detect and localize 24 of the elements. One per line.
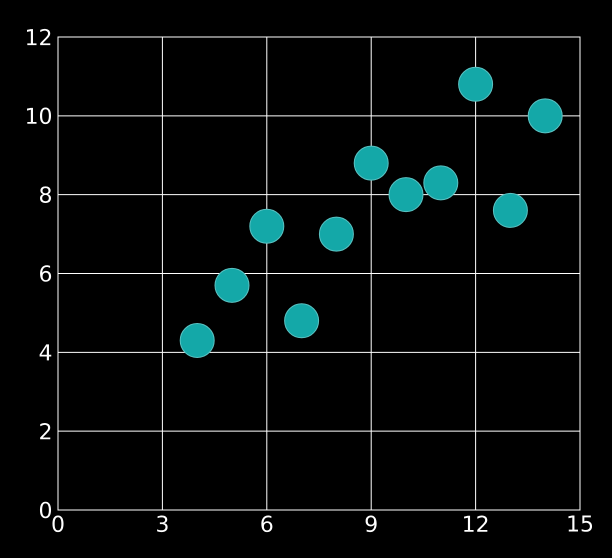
point bbox=[528, 98, 563, 134]
point bbox=[318, 216, 354, 252]
y-tick-label: 6 bbox=[40, 265, 52, 282]
point bbox=[492, 192, 528, 228]
point bbox=[180, 323, 215, 358]
y-tick-label: 0 bbox=[40, 502, 52, 518]
y-tick-label: 2 bbox=[40, 423, 50, 440]
point bbox=[388, 177, 424, 212]
point bbox=[214, 268, 250, 303]
point bbox=[458, 66, 494, 102]
point bbox=[354, 146, 389, 181]
y-tick-label: 8 bbox=[40, 186, 51, 203]
x-tick-label: 9 bbox=[366, 516, 377, 532]
x-tick-label: 15 bbox=[568, 516, 592, 532]
point bbox=[284, 303, 320, 338]
y-tick-label: 12 bbox=[26, 28, 50, 46]
y-tick-label: 10 bbox=[26, 108, 52, 124]
x-tick-label: 6 bbox=[261, 516, 272, 532]
y-tick-label: 4 bbox=[40, 344, 52, 360]
point bbox=[423, 165, 458, 200]
x-tick-label: 0 bbox=[52, 516, 64, 532]
x-tick-label: 12 bbox=[464, 516, 488, 532]
x-tick-label: 3 bbox=[157, 516, 168, 532]
point bbox=[249, 208, 284, 244]
